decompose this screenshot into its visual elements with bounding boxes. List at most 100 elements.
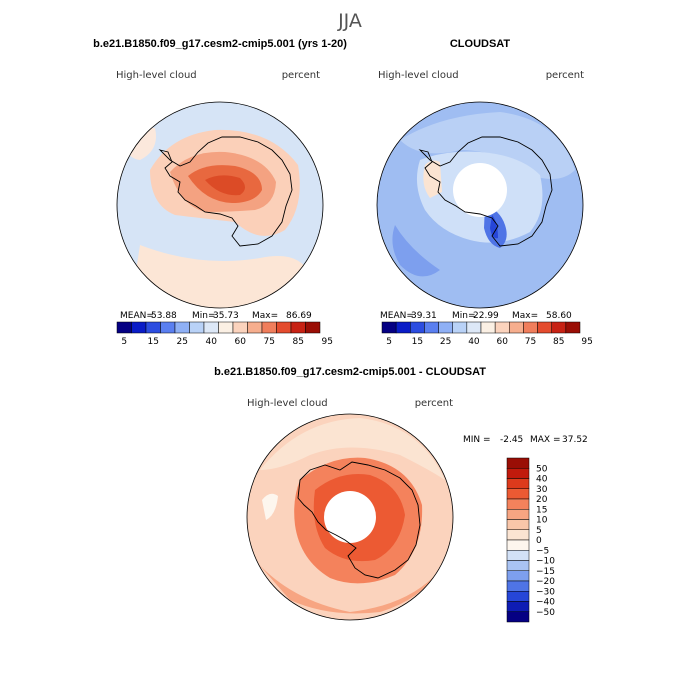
panel3-colorbar-bin: [506, 519, 530, 530]
panel1-colorbar-tick-label: 75: [264, 337, 275, 347]
panel2-colorbar-bin: [551, 321, 567, 334]
panel1-mean-label: MEAN=: [120, 311, 154, 321]
panel1-max-label: Max=: [252, 311, 278, 321]
panel2-map: [376, 101, 584, 309]
panel3-colorbar-tick-label: 20: [536, 495, 548, 505]
panel1-antarctica-outline: [158, 136, 293, 247]
panel3-colorbar-bin: [506, 601, 530, 612]
panel3-colorbar-tick-label: 40: [536, 475, 548, 485]
panel2-colorbar-tick-label: 15: [412, 337, 423, 347]
panel1-colorbar-bin: [305, 321, 321, 334]
panel3-colorbar-bin: [506, 570, 530, 582]
panel1-colorbar-tick-label: 15: [148, 337, 159, 347]
panel1-colorbar-bin: [247, 321, 263, 334]
panel1-colorbar: 5 15 25 40 60 75 85 95: [116, 321, 333, 347]
panel3-colorbar-tick-label: −30: [536, 587, 555, 597]
panel2-colorbar-tick-label: 95: [581, 337, 592, 347]
panel1-colorbar-tick-label: 25: [177, 337, 188, 347]
panel2-units-label: percent: [546, 70, 584, 81]
panel3-colorbar-tick-label: 10: [536, 516, 548, 526]
panel2-colorbar-bin: [410, 321, 425, 334]
panel2-colorbar-bin: [509, 321, 524, 334]
panel2-missing-data-hole: [453, 163, 507, 217]
panel1-map: [116, 101, 324, 309]
panel2-map-frame: [376, 101, 584, 309]
panel3-missing-data-hole: [324, 491, 376, 543]
panel1-colorbar-bin: [116, 321, 132, 334]
panel1-stats: MEAN= 53.88 Min= 35.73 Max= 86.69: [120, 311, 312, 321]
panel1-min-value: 35.73: [213, 311, 239, 321]
panel2-colorbar-tick-label: 40: [468, 337, 480, 347]
panel2-colorbar-bin: [480, 321, 496, 334]
panel3-field-region: [262, 493, 278, 520]
panel2-colorbar-bin: [565, 321, 581, 334]
panel1-colorbar-bin: [160, 321, 176, 334]
panel2-colorbar-bin: [466, 321, 482, 334]
panel2-colorbar-tick-label: 75: [525, 337, 536, 347]
panel3-colorbar-bin: [506, 488, 530, 500]
panel3-colorbar-tick-label: −40: [536, 598, 555, 608]
panel3-colorbar-bin: [506, 550, 530, 561]
panel1-colorbar-tick-label: 5: [121, 337, 127, 347]
panel3-title: b.e21.B1850.f09_g17.cesm2-cmip5.001 - CL…: [214, 366, 486, 378]
panel3-colorbar-bin: [506, 468, 530, 479]
panel3-colorbar-tick-label: −20: [536, 577, 555, 587]
panel1-min-label: Min=: [192, 311, 216, 321]
panel1-colorbar-tick-label: 40: [206, 337, 218, 347]
panel1-units-label: percent: [282, 70, 320, 81]
panel2-colorbar-bin: [523, 321, 538, 334]
panel3-units-label: percent: [415, 398, 453, 409]
panel3-colorbar-bin: [506, 591, 530, 602]
panel1-colorbar-tick-label: 95: [322, 337, 333, 347]
panel2-colorbar-bin: [381, 321, 397, 334]
panel1-colorbar-bin: [290, 321, 306, 334]
panel3-colorbar-tick-label: −10: [536, 557, 555, 567]
panel3-colorbar-tick-label: 5: [536, 526, 542, 536]
panel2-mean-value: 39.31: [411, 311, 437, 321]
panel2-min-value: 22.99: [473, 311, 499, 321]
panel2-colorbar-tick-label: 85: [553, 337, 564, 347]
panel3-min-value: -2.45: [500, 435, 523, 445]
panel2-antarctica-outline: [418, 136, 553, 247]
panel1-colorbar-bin: [203, 321, 219, 334]
panel2-field-region: [490, 215, 498, 239]
panel3-colorbar-tick-label: 30: [536, 485, 548, 495]
panel3-colorbar-bin: [506, 478, 530, 489]
panel3-map-frame: [246, 413, 454, 621]
panel1-max-value: 86.69: [286, 311, 312, 321]
season-title: JJA: [337, 10, 362, 32]
panel3-stats: MIN = -2.45 MAX = 37.52: [463, 435, 588, 445]
panel3-colorbar-tick-label: −15: [536, 567, 555, 577]
panel3-max-value: 37.52: [562, 435, 588, 445]
panel1-colorbar-bin: [145, 321, 161, 334]
panel3-colorbar-bin: [506, 498, 530, 510]
panel3-min-label: MIN =: [463, 435, 491, 445]
panel2-field-region: [392, 225, 440, 277]
panel1-colorbar-bin: [189, 321, 205, 334]
panel2-colorbar-bin: [452, 321, 468, 334]
panel1-colorbar-bin: [261, 321, 277, 334]
panel1-title: b.e21.B1850.f09_g17.cesm2-cmip5.001 (yrs…: [93, 38, 347, 50]
panel3-colorbar-tick-label: 15: [536, 505, 547, 515]
panel3-field-region: [255, 560, 440, 614]
panel2-field-region: [423, 160, 442, 198]
panel3-colorbar-tick-label: −50: [536, 608, 555, 618]
panel1-colorbar-bin: [174, 321, 190, 334]
panel2-field-region: [400, 112, 575, 179]
panel3-variable-label: High-level cloud: [247, 398, 328, 409]
panel3-colorbar-tick-label: 0: [536, 536, 542, 546]
panel1-colorbar-bin: [232, 321, 248, 334]
panel3-colorbar-bin: [506, 457, 530, 469]
panel3-colorbar-bin: [506, 539, 530, 551]
panel3-field-region: [260, 418, 445, 480]
panel1-field-region: [130, 245, 310, 308]
panel1-colorbar-bin: [131, 321, 147, 334]
panel2-mean-label: MEAN=: [380, 311, 414, 321]
panel2-colorbar-bin: [494, 321, 510, 334]
panel2-colorbar-tick-label: 25: [440, 337, 451, 347]
panel1-mean-value: 53.88: [151, 311, 177, 321]
panel2-colorbar-bin: [395, 321, 411, 334]
panel2-colorbar: 5 15 25 40 60 75 85 95: [381, 321, 593, 347]
panel1-variable-label: High-level cloud: [116, 70, 197, 81]
